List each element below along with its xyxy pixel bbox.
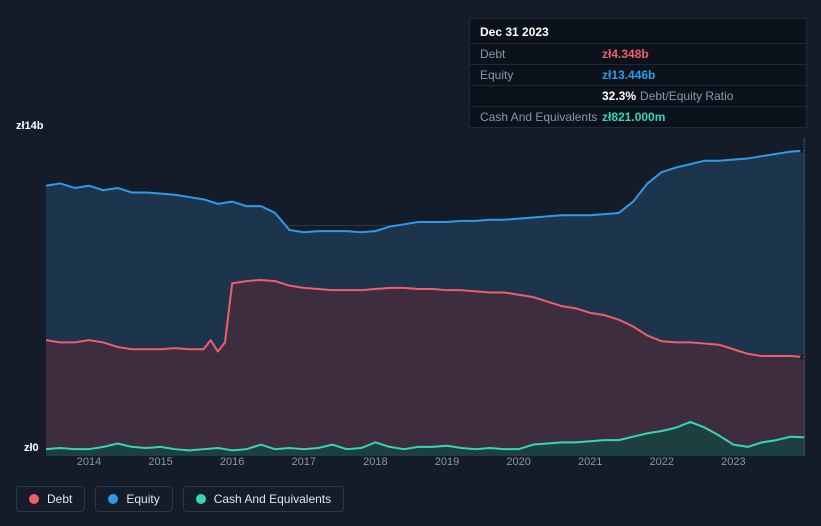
tooltip-row: Cash And Equivalentszł821.000m [470, 107, 806, 127]
legend-item-debt[interactable]: Debt [16, 486, 85, 512]
legend-item-equity[interactable]: Equity [95, 486, 172, 512]
tooltip-row-value: 32.3%Debt/Equity Ratio [602, 89, 733, 103]
x-tick: 2018 [363, 456, 387, 468]
legend-dot-icon [108, 494, 118, 504]
chart-plot-area[interactable] [46, 138, 805, 456]
tooltip-row-label: Debt [480, 47, 602, 61]
x-tick: 2022 [650, 456, 674, 468]
x-tick: 2023 [721, 456, 745, 468]
tooltip-rows: Debtzł4.348bEquityzł13.446b32.3%Debt/Equ… [470, 44, 806, 127]
legend-label: Debt [47, 492, 72, 506]
x-tick: 2019 [435, 456, 459, 468]
legend: Debt Equity Cash And Equivalents [16, 486, 344, 512]
tooltip-row-label: Equity [480, 68, 602, 82]
x-tick: 2017 [292, 456, 316, 468]
chart-svg [46, 138, 805, 456]
chart-container: Dec 31 2023 Debtzł4.348bEquityzł13.446b3… [0, 0, 821, 526]
x-tick: 2021 [578, 456, 602, 468]
legend-label: Cash And Equivalents [214, 492, 331, 506]
tooltip-row-sub: Debt/Equity Ratio [640, 89, 733, 103]
tooltip-row: 32.3%Debt/Equity Ratio [470, 86, 806, 107]
y-axis-top-label: zł14b [16, 120, 44, 132]
tooltip-row: Debtzł4.348b [470, 44, 806, 65]
legend-label: Equity [126, 492, 159, 506]
x-tick: 2015 [148, 456, 172, 468]
legend-dot-icon [29, 494, 39, 504]
legend-dot-icon [196, 494, 206, 504]
x-tick: 2014 [77, 456, 101, 468]
legend-item-cash-and-equivalents[interactable]: Cash And Equivalents [183, 486, 344, 512]
x-axis: 2014 2015 2016 2017 2018 2019 2020 2021 2022 2023 [46, 456, 805, 472]
tooltip-row-label [480, 89, 602, 103]
tooltip-row-value: zł13.446b [602, 68, 655, 82]
tooltip-row-value: zł4.348b [602, 47, 649, 61]
x-tick: 2020 [506, 456, 530, 468]
tooltip-row-value: zł821.000m [602, 110, 665, 124]
tooltip-date: Dec 31 2023 [470, 19, 806, 44]
y-axis-bottom-label: zł0 [24, 442, 39, 454]
chart-wrap: zł14b zł0 201420152016201720182019202020… [16, 120, 805, 500]
tooltip-row-label: Cash And Equivalents [480, 110, 602, 124]
x-tick: 2016 [220, 456, 244, 468]
tooltip-panel: Dec 31 2023 Debtzł4.348bEquityzł13.446b3… [469, 18, 807, 128]
tooltip-row: Equityzł13.446b [470, 65, 806, 86]
